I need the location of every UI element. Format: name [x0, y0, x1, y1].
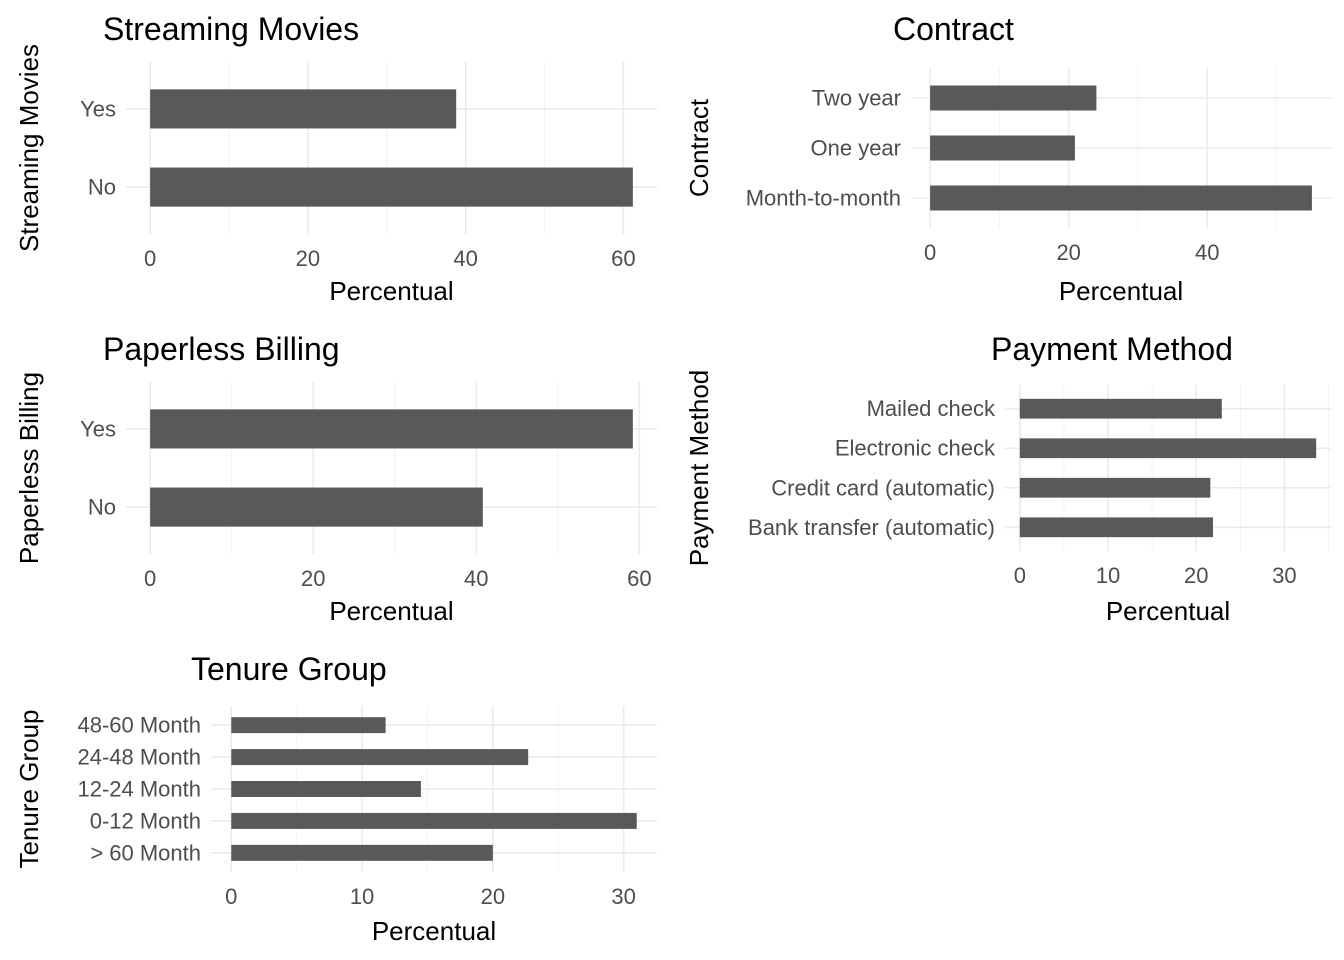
x-tick-label: 20 — [296, 246, 320, 271]
bar-electronic-check — [1019, 438, 1317, 459]
x-tick-label: 0 — [924, 240, 936, 265]
y-tick-label-mailed-check: Mailed check — [867, 396, 996, 421]
y-tick-label-electronic-check: Electronic check — [835, 436, 996, 461]
y-tick-label-24-48-month: 24-48 Month — [77, 745, 201, 770]
panel-streaming-movies: No Yes 0 20 40 60 Percentual Streaming Movies St… — [14, 11, 657, 306]
bar-mailed-check — [1019, 398, 1222, 419]
x-axis-title: Percentual — [372, 916, 496, 946]
y-tick-label-48-60-month: 48-60 Month — [77, 713, 201, 738]
x-tick-label: 40 — [453, 246, 477, 271]
bar-two-year — [930, 85, 1097, 111]
y-tick-label-bank-transfer-automatic: Bank transfer (automatic) — [748, 515, 995, 540]
y-axis-title: Contract — [684, 98, 714, 197]
panel-title: Streaming Movies — [103, 11, 359, 47]
panel-title: Paperless Billing — [103, 331, 340, 367]
bar-no — [150, 487, 483, 527]
panel-title: Tenure Group — [191, 651, 387, 687]
x-axis-title: Percentual — [1059, 276, 1183, 306]
y-tick-label-no: No — [88, 175, 116, 200]
x-axis-title: Percentual — [329, 276, 453, 306]
x-tick-label: 40 — [1195, 240, 1219, 265]
bar-month-to-month — [930, 185, 1312, 211]
y-tick-label-yes: Yes — [80, 416, 116, 441]
y-tick-label-month-to-month: Month-to-month — [746, 186, 901, 211]
panel-tenure-group: > 60 Month 0-12 Month 12-24 Month 24-48 Mon… — [14, 651, 657, 946]
panel-payment-method: Bank transfer (automatic) Credit card (au… — [684, 331, 1331, 626]
x-tick-label: 20 — [301, 566, 325, 591]
bar-24-48-month — [231, 749, 529, 766]
y-tick-label-yes: Yes — [80, 96, 116, 121]
x-tick-label: 0 — [144, 246, 156, 271]
y-tick-label-0-12-month: 0-12 Month — [90, 808, 201, 833]
x-tick-label: 40 — [464, 566, 488, 591]
bar-one-year — [930, 135, 1075, 161]
y-tick-label-60-month: > 60 Month — [90, 840, 201, 865]
bar-60-month — [231, 844, 493, 861]
x-tick-label: 0 — [144, 566, 156, 591]
panel-paperless-billing: No Yes 0 20 40 60 Percentual Paperless Billing P… — [14, 331, 657, 626]
x-tick-label: 0 — [1014, 563, 1026, 588]
bar-12-24-month — [231, 781, 421, 797]
y-axis-title: Paperless Billing — [14, 372, 44, 564]
bar-bank-transfer-automatic — [1019, 517, 1213, 538]
x-tick-label: 60 — [627, 566, 651, 591]
y-tick-label-one-year: One year — [811, 136, 902, 161]
x-tick-label: 20 — [1056, 240, 1080, 265]
x-tick-label: 20 — [481, 884, 505, 909]
y-tick-label-two-year: Two year — [812, 86, 901, 111]
x-tick-label: 30 — [1272, 563, 1296, 588]
x-tick-label: 60 — [611, 246, 635, 271]
x-tick-label: 10 — [350, 884, 374, 909]
panel-contract: Month-to-month One year Two year 0 20 40 Perce… — [684, 11, 1331, 306]
x-tick-label: 20 — [1184, 563, 1208, 588]
bar-no — [150, 167, 633, 207]
y-tick-label-credit-card-automatic: Credit card (automatic) — [771, 475, 995, 500]
panel-title: Payment Method — [991, 331, 1233, 367]
bar-0-12-month — [231, 812, 637, 829]
x-tick-label: 0 — [225, 884, 237, 909]
bar-yes — [150, 89, 457, 129]
x-tick-label: 10 — [1096, 563, 1120, 588]
bar-48-60-month — [231, 717, 386, 734]
x-tick-label: 30 — [611, 884, 635, 909]
y-axis-title: Streaming Movies — [14, 44, 44, 252]
bar-credit-card-automatic — [1019, 477, 1211, 498]
x-axis-title: Percentual — [1106, 596, 1230, 626]
y-axis-title: Tenure Group — [14, 710, 44, 869]
panel-title: Contract — [893, 11, 1014, 47]
y-tick-label-no: No — [88, 495, 116, 520]
y-axis-title: Payment Method — [684, 370, 714, 567]
x-axis-title: Percentual — [329, 596, 453, 626]
bar-yes — [150, 409, 633, 449]
y-tick-label-12-24-month: 12-24 Month — [77, 777, 201, 802]
